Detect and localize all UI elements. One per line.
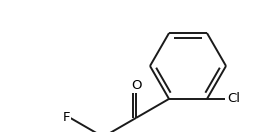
Text: O: O	[131, 79, 141, 92]
Text: F: F	[63, 111, 70, 124]
Text: Cl: Cl	[227, 92, 240, 105]
